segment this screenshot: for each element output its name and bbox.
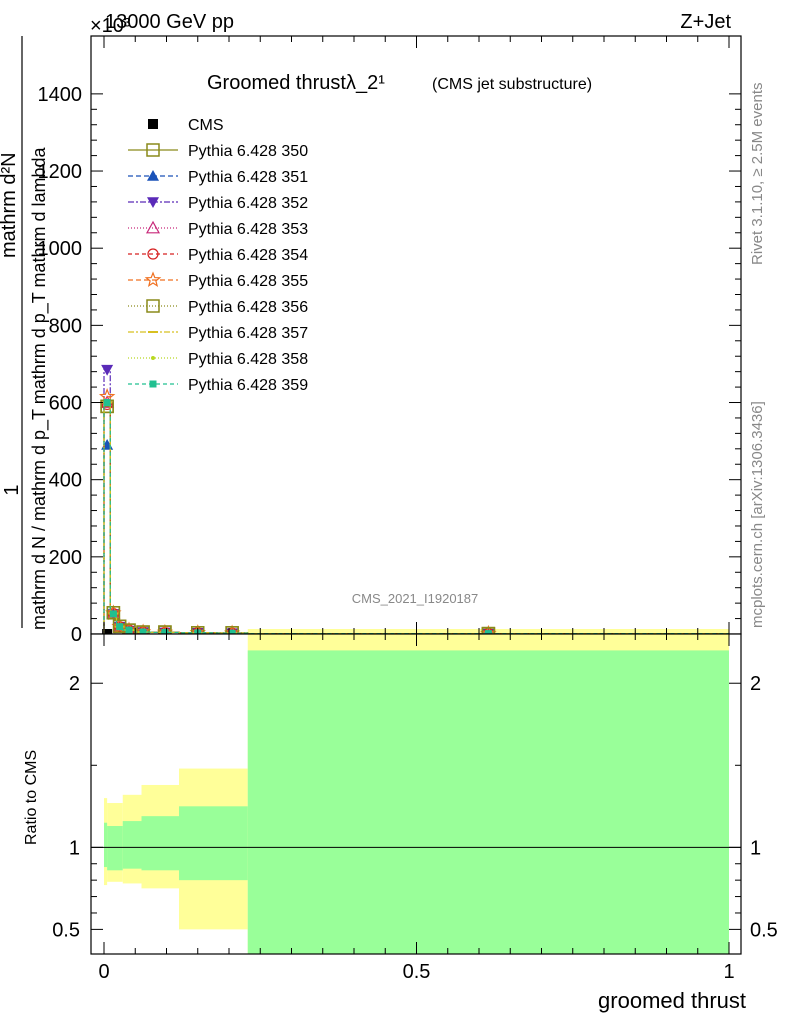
inner-uncertainty-band: [104, 822, 108, 868]
legend-label: Pythia 6.428 352: [188, 195, 308, 212]
inner-uncertainty-band: [179, 806, 248, 881]
ratio-y-tick-label-right: 0.5: [750, 919, 778, 941]
legend-item: Pythia 6.428 359: [128, 377, 308, 394]
y-label-denominator: mathrm d N / mathrm d p_T mathrm d p_T m…: [29, 147, 50, 630]
y-tick-label: 1400: [38, 84, 83, 106]
legend-label: Pythia 6.428 357: [188, 325, 308, 342]
data-point: [103, 399, 111, 407]
data-point: [125, 626, 133, 634]
y-tick-label: 1200: [38, 161, 83, 183]
exponent-label: ×10³: [90, 15, 131, 37]
y-label-right: mathrm d²N: [0, 152, 20, 258]
data-point: [149, 380, 157, 388]
legend-label: Pythia 6.428 359: [188, 377, 308, 394]
legend-item: Pythia 6.428 351: [128, 169, 308, 186]
main-y-axis-label: 1 mathrm d N / mathrm d p_T mathrm d p_T…: [0, 36, 50, 630]
data-point: [116, 623, 124, 631]
y-tick-label: 600: [49, 393, 82, 415]
x-tick-label: 0: [98, 961, 109, 983]
legend-item: Pythia 6.428 353: [128, 220, 308, 238]
ratio-y-tick-label-right: 2: [750, 673, 761, 695]
data-point: [101, 364, 114, 376]
legend: CMS Pythia 6.428 350 Pythia 6.428 351 Pythi…: [128, 117, 308, 394]
y-tick-label: 0: [71, 624, 82, 646]
y-label-numerator: 1: [1, 484, 23, 495]
process-label: Z+Jet: [680, 11, 731, 33]
legend-label: Pythia 6.428 353: [188, 221, 308, 238]
x-tick-label: 1: [723, 961, 734, 983]
ratio-y-label: Ratio to CMS: [23, 750, 40, 845]
data-point: [146, 143, 160, 157]
rivet-label: Rivet 3.1.10, ≥ 2.5M events: [749, 83, 766, 266]
mcplots-label: mcplots.cern.ch [arXiv:1306.3436]: [749, 401, 766, 628]
legend-label: Pythia 6.428 356: [188, 299, 308, 316]
legend-label: Pythia 6.428 355: [188, 273, 308, 290]
energy-label: 13000 GeV pp: [105, 11, 234, 33]
legend-item: Pythia 6.428 357: [128, 325, 308, 342]
legend-item: Pythia 6.428 350: [128, 143, 308, 160]
y-tick-label: 1000: [38, 238, 83, 260]
legend-label: Pythia 6.428 350: [188, 143, 308, 160]
ratio-y-tick-label: 1: [69, 837, 80, 859]
data-point: [145, 220, 161, 234]
data-point: [139, 628, 147, 636]
ratio-y-tick-label: 0.5: [52, 919, 80, 941]
analysis-watermark: CMS_2021_I1920187: [352, 591, 479, 606]
legend-item: Pythia 6.428 356: [128, 299, 308, 316]
data-point: [147, 197, 159, 208]
ratio-y-tick-label: 2: [69, 673, 80, 695]
data-point: [146, 299, 160, 313]
x-tick-label: 0.5: [403, 961, 431, 983]
x-axis-label: groomed thrust: [598, 988, 746, 1013]
legend-label: Pythia 6.428 351: [188, 169, 308, 186]
data-point: [151, 356, 155, 360]
inner-uncertainty-band: [107, 826, 123, 871]
y-tick-label: 800: [49, 315, 82, 337]
data-point: [106, 606, 121, 620]
data-point: [148, 119, 158, 129]
inner-uncertainty-band: [141, 816, 179, 871]
y-tick-label: 200: [49, 547, 82, 569]
legend-label: Pythia 6.428 358: [188, 351, 308, 368]
chart-subtitle: (CMS jet substructure): [432, 76, 592, 93]
legend-item: Pythia 6.428 358: [128, 351, 308, 368]
ratio-plot-panel: 0.5 0.5 1 1 2 2 0 0.5 1 Ratio to CMS groomed th…: [23, 633, 778, 1013]
inner-uncertainty-band: [122, 821, 142, 869]
legend-item: Pythia 6.428 355: [128, 271, 308, 290]
data-point: [161, 628, 169, 636]
data-point: [147, 248, 159, 260]
data-point: [112, 619, 127, 634]
legend-item: Pythia 6.428 354: [128, 247, 308, 264]
data-point: [228, 629, 236, 637]
data-point: [147, 170, 159, 181]
legend-item: Pythia 6.428 352: [128, 195, 308, 212]
inner-uncertainty-band: [247, 650, 729, 954]
y-tick-label: 400: [49, 470, 82, 492]
legend-label: CMS: [188, 117, 224, 134]
data-point: [144, 271, 162, 288]
main-plot-panel: 0 200 400 600 800 1000 1200 1400 Groomed thrust…: [38, 35, 742, 646]
legend-label: Pythia 6.428 354: [188, 247, 308, 264]
ratio-y-tick-label-right: 1: [750, 837, 761, 859]
legend-item: CMS: [148, 117, 224, 134]
chart-title: Groomed thrustλ_2¹: [207, 72, 385, 94]
data-point: [109, 610, 117, 618]
